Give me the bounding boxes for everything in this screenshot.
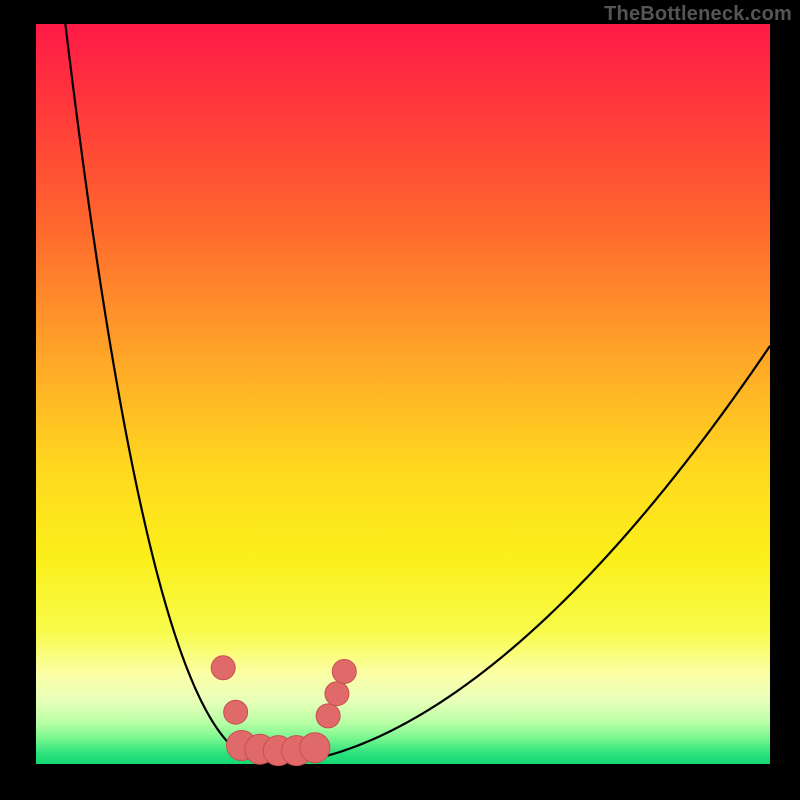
chart-svg (0, 0, 800, 800)
data-marker (325, 682, 349, 706)
watermark-text: TheBottleneck.com (604, 3, 792, 26)
data-marker (332, 660, 356, 684)
data-marker (211, 656, 235, 680)
data-marker (224, 700, 248, 724)
data-marker (316, 704, 340, 728)
plot-background (36, 24, 770, 764)
data-marker (300, 733, 330, 763)
